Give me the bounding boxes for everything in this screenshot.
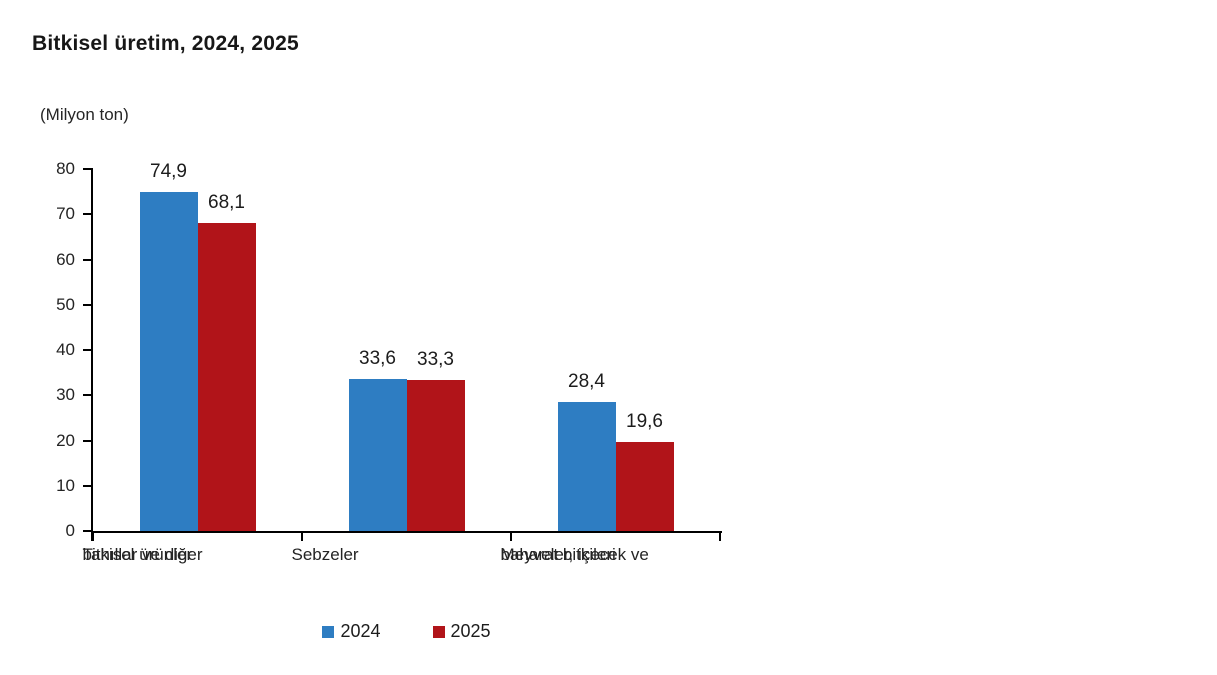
x-axis-tick [510,531,512,541]
bar-value-label: 74,9 [150,161,187,183]
bar-2024-group2 [348,378,407,531]
x-axis-line [91,531,722,533]
y-axis-tick-label: 40 [56,340,75,359]
y-axis-tick [83,439,93,442]
x-axis-tick [92,531,94,541]
category-label-line: Sebzeler [291,545,359,564]
x-axis-tick [719,531,721,541]
legend-swatch-2024 [322,625,335,638]
bar-value-label: 33,3 [417,349,454,371]
y-axis-tick-label: 70 [56,204,75,224]
y-axis-tick [83,530,93,532]
y-axis-tick-label: 60 [56,249,75,269]
y-axis-tick-label: 80 [56,159,75,178]
category-label-line: baharat bitkileri [500,545,616,564]
legend-item-2025: 2025 [432,621,491,642]
chart-title: Bitkisel üretim, 2024, 2025 [32,32,299,55]
y-axis-tick [83,484,93,487]
x-axis-tick [301,531,303,541]
y-axis-tick [83,258,93,261]
y-axis-tick-label: 50 [56,294,75,314]
y-axis-tick [83,213,93,216]
bar-value-label: 28,4 [568,371,605,393]
bar-value-label: 68,1 [208,191,245,213]
legend-label: 2025 [450,621,491,641]
bar-value-label: 19,6 [626,411,663,433]
y-axis-tick-label: 10 [56,475,75,495]
bar-2025-group2 [406,380,465,531]
legend: 2024 2025 [93,621,720,642]
y-axis-tick [83,394,93,397]
y-axis-tick [83,303,93,306]
legend-label: 2024 [340,621,381,641]
axis-unit-label: (Milyon ton) [40,105,129,124]
y-axis-tick [83,168,93,170]
bar-2024-group3 [557,402,616,531]
y-axis-tick [83,349,93,351]
category-label-line: bitkisel ürünler [82,545,193,564]
legend-swatch-2025 [432,625,445,638]
y-axis-tick-label: 0 [65,521,75,540]
y-axis-tick-label: 20 [56,430,75,450]
category-label-line: Tahıllar ve diğer [82,545,203,564]
bar-2025-group1 [197,222,256,531]
bar-value-label: 33,6 [359,347,396,369]
legend-item-2024: 2024 [322,621,381,642]
y-axis-line [91,169,93,541]
category-label-line: Meyveler, içecek ve [500,545,649,564]
bar-2024-group1 [139,192,198,531]
bar-2025-group3 [615,442,674,531]
y-axis-tick-label: 30 [56,385,75,405]
